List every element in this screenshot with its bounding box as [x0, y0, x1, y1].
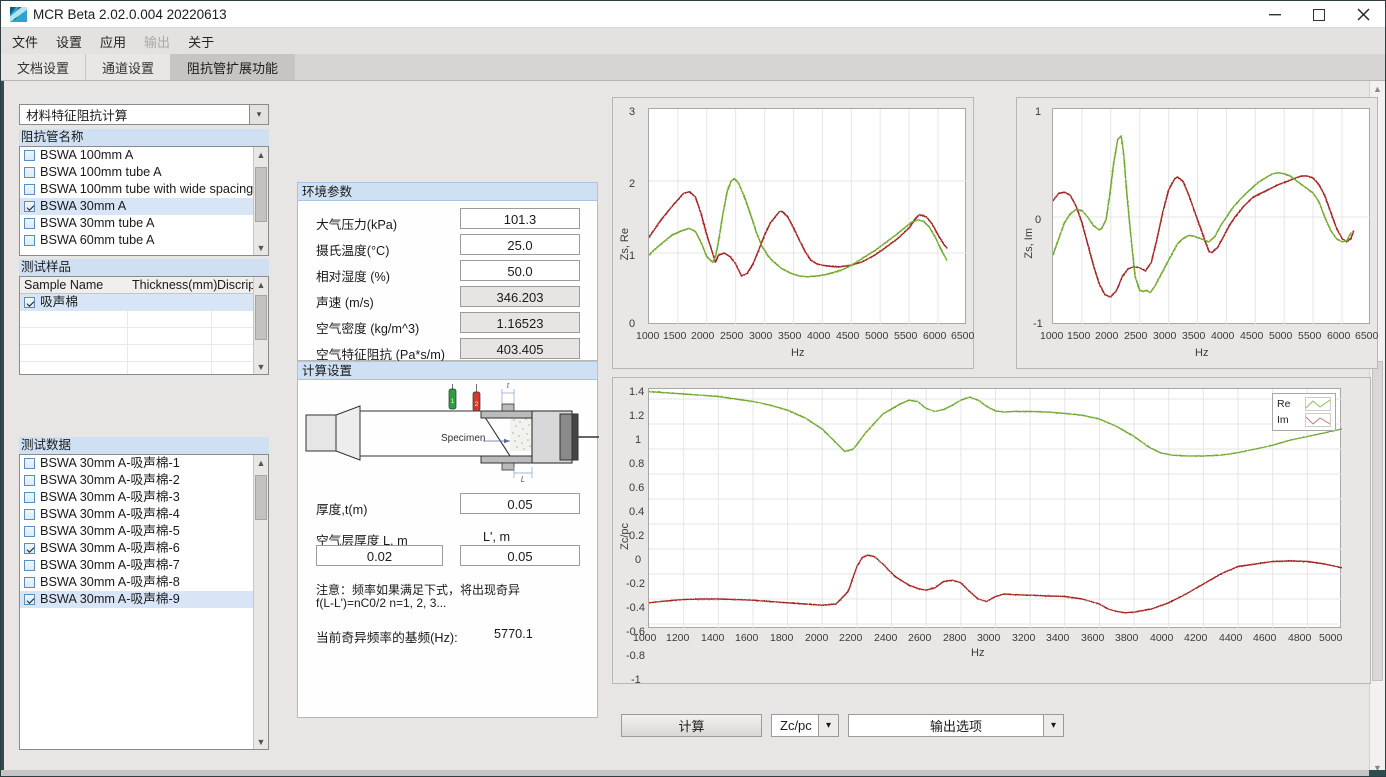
svg-text:Specimen: Specimen — [441, 433, 485, 444]
svg-text:t: t — [507, 383, 510, 390]
svg-text:L: L — [521, 475, 525, 483]
